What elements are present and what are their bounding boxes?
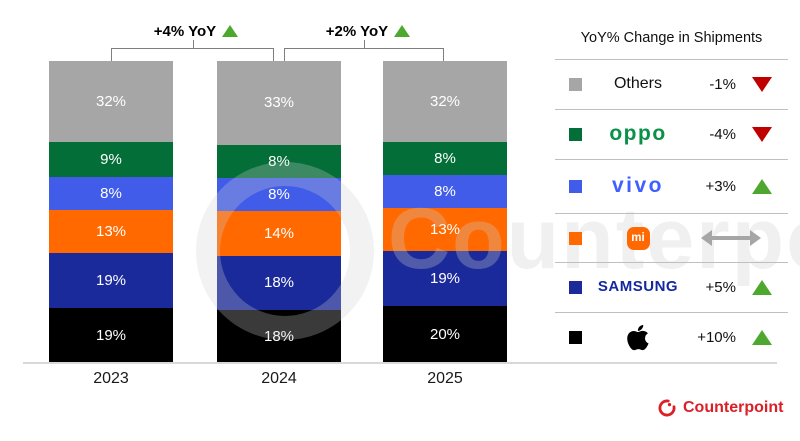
segment-others-2025: 32% [383, 61, 507, 142]
yoy-annotation-2023-2024: +4% YoY [136, 22, 256, 40]
segment-label: 18% [263, 274, 295, 292]
up-triangle-icon [222, 25, 239, 37]
segment-samsung-2024: 18% [217, 256, 341, 310]
vivo-yoy-value: +3% [705, 177, 736, 195]
legend-divider [555, 262, 788, 263]
others-yoy-value: -1% [709, 75, 736, 93]
segment-others-2024: 33% [217, 61, 341, 145]
bracket-tick [364, 40, 365, 49]
bracket-line [111, 48, 274, 49]
legend-row-apple: +10% [555, 312, 788, 362]
counterpoint-label: Counterpoint [683, 399, 784, 416]
up-triangle-icon [752, 279, 772, 295]
bracket-tick [284, 48, 285, 61]
x-tick-2025: 2025 [427, 370, 463, 387]
segment-label: 19% [95, 327, 127, 344]
xiaomi-swatch [569, 231, 582, 245]
others-swatch [569, 77, 582, 91]
stacked-bar-2023: 32% 9% 8% 13% 19% 19% [49, 61, 173, 363]
segment-label: 32% [95, 93, 127, 110]
segment-label: 8% [268, 185, 290, 203]
segment-samsung-2023: 19% [49, 253, 173, 308]
vivo-logo: vivo [611, 174, 665, 197]
legend-divider [555, 213, 788, 214]
stacked-bar-2024: 33% 8% 8% 14% 18% 18% [217, 61, 341, 363]
legend-title: YoY% Change in Shipments [580, 30, 763, 46]
segment-apple-2025: 20% [383, 306, 507, 363]
segment-apple-2023: 19% [49, 308, 173, 363]
segment-xiaomi-2025: 13% [383, 208, 507, 251]
segment-oppo-2024: 8% [217, 144, 341, 178]
apple-swatch [569, 330, 582, 344]
bracket-tick [443, 48, 444, 61]
segment-vivo-2025: 8% [383, 175, 507, 208]
legend-divider [555, 109, 788, 110]
down-triangle-icon [752, 126, 772, 142]
counterpoint-icon [658, 399, 676, 417]
segment-label: 13% [429, 221, 461, 238]
counterpoint-logo: Counterpoint [657, 398, 783, 418]
samsung-swatch [569, 280, 582, 294]
legend-row-oppo: oppo -4% [555, 109, 788, 159]
stacked-bar-2025: 32% 8% 8% 13% 19% 20% [383, 61, 507, 363]
segment-others-2023: 32% [49, 61, 173, 142]
xiaomi-mi-logo: mi [626, 226, 650, 250]
segment-label: 8% [100, 185, 122, 202]
oppo-swatch [569, 127, 582, 141]
segment-label: 19% [95, 272, 127, 289]
apple-yoy-value: +10% [697, 328, 736, 346]
oppo-yoy-value: -4% [709, 125, 736, 143]
yoy-annotation-2024-2025: +2% YoY [308, 22, 428, 40]
down-triangle-icon [752, 76, 772, 92]
segment-label: 9% [100, 151, 122, 168]
segment-label: 33% [263, 94, 295, 112]
segment-apple-2024: 18% [217, 309, 341, 363]
legend-row-xiaomi: mi [555, 213, 788, 263]
apple-logo [627, 324, 649, 350]
samsung-logo: SAMSUNG [597, 278, 679, 295]
segment-label: 18% [263, 327, 295, 345]
oppo-logo: oppo [609, 122, 667, 145]
bracket-tick [111, 48, 112, 61]
segment-label: 13% [95, 223, 127, 240]
segment-label: 8% [434, 150, 456, 167]
others-label: Others [613, 75, 662, 92]
segment-label: 20% [429, 326, 461, 343]
bracket-tick [193, 40, 194, 49]
segment-oppo-2025: 8% [383, 142, 507, 175]
segment-label: 14% [263, 225, 295, 243]
up-triangle-icon [752, 329, 772, 345]
flat-arrow-icon [701, 230, 761, 246]
legend-row-vivo: vivo +3% [555, 161, 788, 211]
segment-label: 19% [429, 270, 461, 287]
vivo-swatch [569, 179, 582, 193]
x-tick-2024: 2024 [261, 370, 297, 387]
yoy-label: +4% YoY [153, 22, 217, 40]
segment-label: 8% [268, 152, 290, 170]
segment-label: 8% [434, 183, 456, 200]
legend: YoY% Change in Shipments Others -1% oppo… [555, 26, 788, 363]
x-tick-2023: 2023 [93, 370, 129, 387]
segment-samsung-2025: 19% [383, 251, 507, 306]
segment-label: 32% [429, 93, 461, 110]
x-axis-line [23, 362, 777, 364]
samsung-yoy-value: +5% [705, 278, 736, 296]
legend-divider [555, 59, 788, 60]
yoy-label: +2% YoY [325, 22, 389, 40]
legend-divider [555, 159, 788, 160]
up-triangle-icon [394, 25, 411, 37]
segment-xiaomi-2024: 14% [217, 210, 341, 257]
legend-divider [555, 312, 788, 313]
segment-vivo-2023: 8% [49, 177, 173, 210]
segment-oppo-2023: 9% [49, 142, 173, 177]
legend-row-others: Others -1% [555, 59, 788, 109]
up-triangle-icon [752, 178, 772, 194]
legend-row-samsung: SAMSUNG +5% [555, 262, 788, 312]
bracket-tick [273, 48, 274, 61]
segment-xiaomi-2023: 13% [49, 210, 173, 253]
segment-vivo-2024: 8% [217, 177, 341, 211]
